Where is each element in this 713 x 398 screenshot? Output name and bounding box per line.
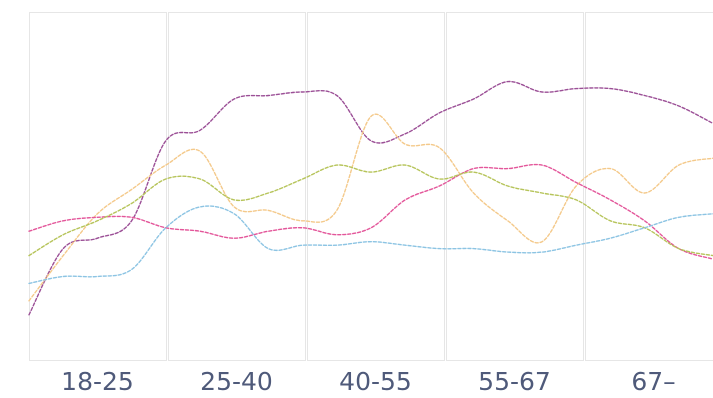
x-tick-label: 40-55: [339, 367, 412, 396]
panel-0: [29, 12, 167, 361]
panel-3: [446, 12, 584, 361]
x-tick-label: 18-25: [61, 367, 134, 396]
age-group-panels: [29, 12, 713, 361]
x-axis-tick-labels: 18-25 25-40 40-55 55-67 67–: [61, 367, 675, 396]
panel-4: [585, 12, 713, 361]
x-tick-label: 25-40: [200, 367, 273, 396]
series-line-2: [28, 163, 713, 260]
x-tick-label: 67–: [631, 367, 675, 396]
panel-1: [168, 12, 306, 361]
panel-2: [307, 12, 445, 361]
series-line-3: [28, 164, 713, 257]
series-line-0: [28, 80, 713, 316]
series-line-1: [28, 113, 713, 302]
x-tick-label: 55-67: [478, 367, 551, 396]
series-layer: [28, 80, 713, 316]
series-line-4: [28, 205, 713, 285]
